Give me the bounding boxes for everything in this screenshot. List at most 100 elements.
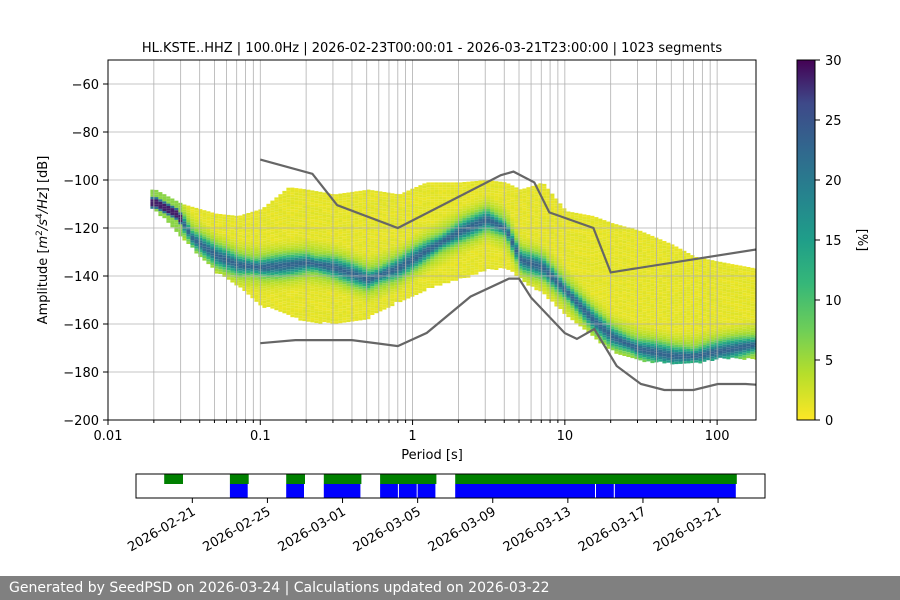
density-cell [430,276,435,279]
density-cell [330,222,335,226]
density-cell [286,259,291,263]
density-cell [302,198,307,202]
density-cell [390,198,395,201]
density-cell [558,285,563,288]
density-cell [246,285,251,288]
density-cell [326,212,331,215]
density-cell [298,299,303,302]
density-cell [406,200,411,203]
density-cell [206,216,211,219]
density-cell [446,199,451,202]
density-cell [558,241,563,245]
density-cell [450,244,455,248]
density-cell [366,254,371,257]
density-cell [570,241,575,244]
density-cell [306,196,311,200]
density-cell [570,253,575,256]
density-cell [582,291,587,294]
density-cell [238,263,243,266]
density-cell [462,213,467,216]
density-cell [278,237,283,240]
density-cell [542,251,547,254]
density-cell [630,262,635,265]
density-cell [406,197,411,201]
density-cell [226,222,231,225]
density-cell [230,248,235,252]
density-cell [462,184,467,187]
density-cell [302,189,307,192]
density-cell [202,234,207,237]
density-cell [274,269,279,272]
density-cell [586,231,591,235]
density-cell [426,220,431,224]
density-cell [618,256,623,259]
density-cell [434,283,439,286]
density-cell [298,279,303,283]
density-cell [618,275,623,279]
density-cell [550,217,555,220]
density-cell [278,199,283,202]
density-cell [322,202,327,205]
density-cell [602,335,607,338]
density-cell [358,207,363,210]
density-cell [398,287,403,291]
density-cell [594,257,599,261]
density-cell [398,294,403,298]
density-cell [366,237,371,240]
density-cell [550,198,555,201]
density-cell [398,273,403,276]
density-cell [278,304,283,307]
density-cell [270,234,275,237]
density-cell [390,258,395,261]
density-cell [346,305,351,308]
density-cell [554,241,559,245]
density-cell [350,297,355,300]
density-cell [302,268,307,271]
density-cell [378,270,383,273]
density-cell [354,215,359,218]
density-cell [614,293,619,297]
density-cell [306,232,311,236]
density-cell [282,308,287,311]
density-cell [402,281,407,284]
density-cell [614,325,619,328]
density-cell [210,250,215,254]
density-cell [474,267,479,270]
density-cell [558,258,563,261]
density-cell [610,242,615,245]
density-cell [254,297,259,300]
density-cell [314,191,319,194]
density-cell [586,303,591,307]
density-cell [370,288,375,291]
density-cell [326,231,331,234]
density-cell [230,232,235,235]
density-cell [282,296,287,299]
density-cell [438,266,443,269]
density-cell [622,317,627,320]
density-cell [294,236,299,239]
density-cell [318,203,323,207]
density-cell [358,253,363,256]
density-cell [306,208,311,212]
density-cell [622,320,627,323]
density-cell [442,228,447,231]
density-cell [218,230,223,234]
density-cell [378,215,383,218]
density-cell [294,267,299,270]
density-cell [474,214,479,217]
density-cell [398,261,403,264]
density-cell [530,229,535,232]
density-cell [474,209,479,213]
density-cell [446,256,451,260]
density-cell [366,249,371,252]
density-cell [342,301,347,304]
density-cell [454,273,459,276]
density-cell [238,215,243,218]
density-cell [494,258,499,261]
density-cell [626,299,631,302]
density-cell [590,261,595,264]
density-cell [438,208,443,212]
density-cell [422,205,427,208]
density-cell [538,190,543,193]
density-cell [270,229,275,232]
